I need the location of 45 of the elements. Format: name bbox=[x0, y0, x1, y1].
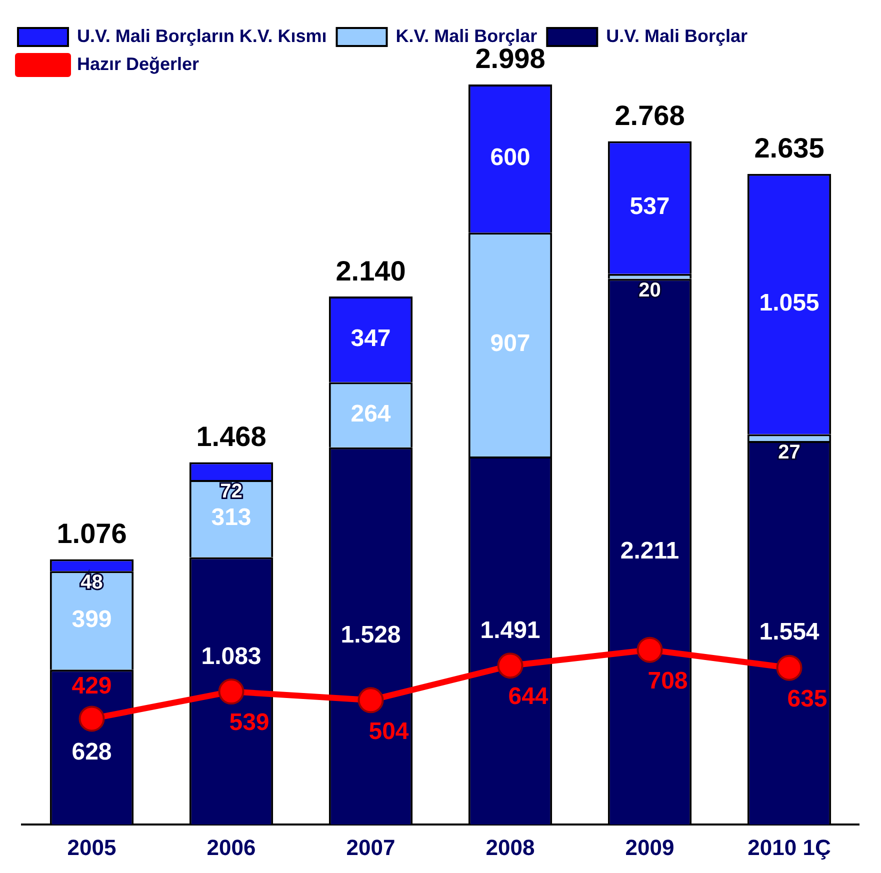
total-label: 2.635 bbox=[754, 132, 824, 164]
data-label: 1.083 bbox=[201, 643, 262, 670]
point bbox=[636, 636, 663, 663]
total-label: 2.768 bbox=[614, 100, 685, 131]
data-label: 72 bbox=[220, 480, 242, 502]
legend-label: U.V. Mali Borçların K.V. Kısmı bbox=[77, 26, 327, 46]
data-label: 635 bbox=[787, 685, 828, 712]
data-label: 628 bbox=[72, 738, 112, 766]
point bbox=[78, 706, 105, 732]
data-label: 1.554 bbox=[759, 618, 820, 646]
data-label: 27 bbox=[778, 441, 800, 464]
data-label: 2.211 bbox=[620, 537, 680, 564]
data-label: 708 bbox=[648, 667, 688, 694]
x-tick-label: 2005 bbox=[67, 834, 116, 860]
legend-label: U.V. Mali Borçlar bbox=[606, 26, 748, 46]
data-label: 48 bbox=[80, 572, 103, 594]
x-tick-label: 2006 bbox=[206, 834, 256, 860]
data-label: 313 bbox=[211, 504, 252, 532]
data-label: 264 bbox=[350, 400, 392, 428]
x-tick-label: 2008 bbox=[486, 834, 535, 860]
data-label: 429 bbox=[72, 672, 112, 700]
total-label: 1.076 bbox=[56, 518, 127, 549]
data-label: 539 bbox=[229, 709, 270, 736]
data-label: 1.528 bbox=[340, 622, 401, 649]
legend-label: Hazır Değerler bbox=[77, 54, 200, 74]
point bbox=[776, 654, 802, 681]
data-label: 399 bbox=[72, 606, 112, 633]
x-tick-label: 2007 bbox=[346, 834, 396, 860]
total-label: 2.140 bbox=[336, 255, 406, 286]
total-label: 1.468 bbox=[196, 420, 266, 452]
data-label: 1.491 bbox=[480, 617, 540, 644]
data-label: 907 bbox=[490, 330, 530, 358]
point bbox=[497, 652, 524, 679]
x-tick-label: 2009 bbox=[625, 834, 674, 860]
point bbox=[218, 678, 244, 705]
data-label: 504 bbox=[368, 718, 410, 745]
data-label: 1.055 bbox=[759, 290, 820, 317]
x-tick-label: 2010 1Ç bbox=[748, 834, 831, 860]
data-label: 20 bbox=[638, 279, 661, 302]
data-label: 600 bbox=[490, 144, 530, 172]
data-label: 644 bbox=[508, 683, 549, 710]
data-label: 537 bbox=[630, 193, 670, 220]
data-label: 347 bbox=[350, 325, 391, 352]
point bbox=[358, 687, 384, 714]
legend-label: K.V. Mali Borçlar bbox=[396, 26, 538, 46]
